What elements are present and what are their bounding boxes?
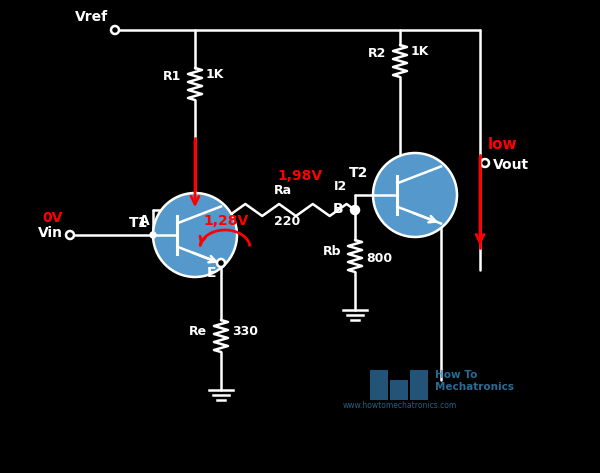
Text: Rb: Rb — [323, 245, 341, 258]
Text: Vref: Vref — [75, 10, 108, 24]
Text: I2: I2 — [334, 180, 347, 193]
Circle shape — [153, 193, 237, 277]
Text: A: A — [139, 214, 150, 228]
Circle shape — [111, 26, 119, 34]
Text: Vout: Vout — [493, 158, 529, 172]
Text: Re: Re — [189, 325, 207, 338]
Text: 220: 220 — [274, 215, 301, 228]
Circle shape — [481, 159, 489, 167]
Text: Vin: Vin — [38, 226, 63, 240]
Bar — [390, 380, 408, 400]
Text: R2: R2 — [368, 47, 386, 60]
Text: R1: R1 — [163, 70, 181, 83]
Circle shape — [352, 207, 358, 213]
Text: T1: T1 — [128, 216, 148, 230]
Bar — [370, 370, 388, 400]
Text: 800: 800 — [366, 252, 392, 265]
Text: low: low — [488, 137, 518, 152]
Text: 1,28V: 1,28V — [203, 214, 248, 228]
Circle shape — [150, 232, 156, 238]
Text: 1K: 1K — [206, 68, 224, 81]
Text: E: E — [206, 266, 216, 280]
Circle shape — [217, 259, 225, 267]
Circle shape — [351, 206, 359, 214]
Text: B: B — [332, 202, 343, 216]
Circle shape — [66, 231, 74, 239]
Text: How To: How To — [435, 370, 478, 380]
Text: 1,98V: 1,98V — [277, 169, 323, 183]
Text: T2: T2 — [349, 166, 368, 180]
Text: Ra: Ra — [274, 184, 292, 197]
Text: www.howtomechatronics.com: www.howtomechatronics.com — [343, 401, 457, 410]
Text: 330: 330 — [232, 325, 258, 338]
Text: Mechatronics: Mechatronics — [435, 382, 514, 392]
Circle shape — [373, 153, 457, 237]
Bar — [410, 370, 428, 400]
Text: 1K: 1K — [411, 45, 430, 58]
Text: 0V: 0V — [43, 211, 63, 225]
